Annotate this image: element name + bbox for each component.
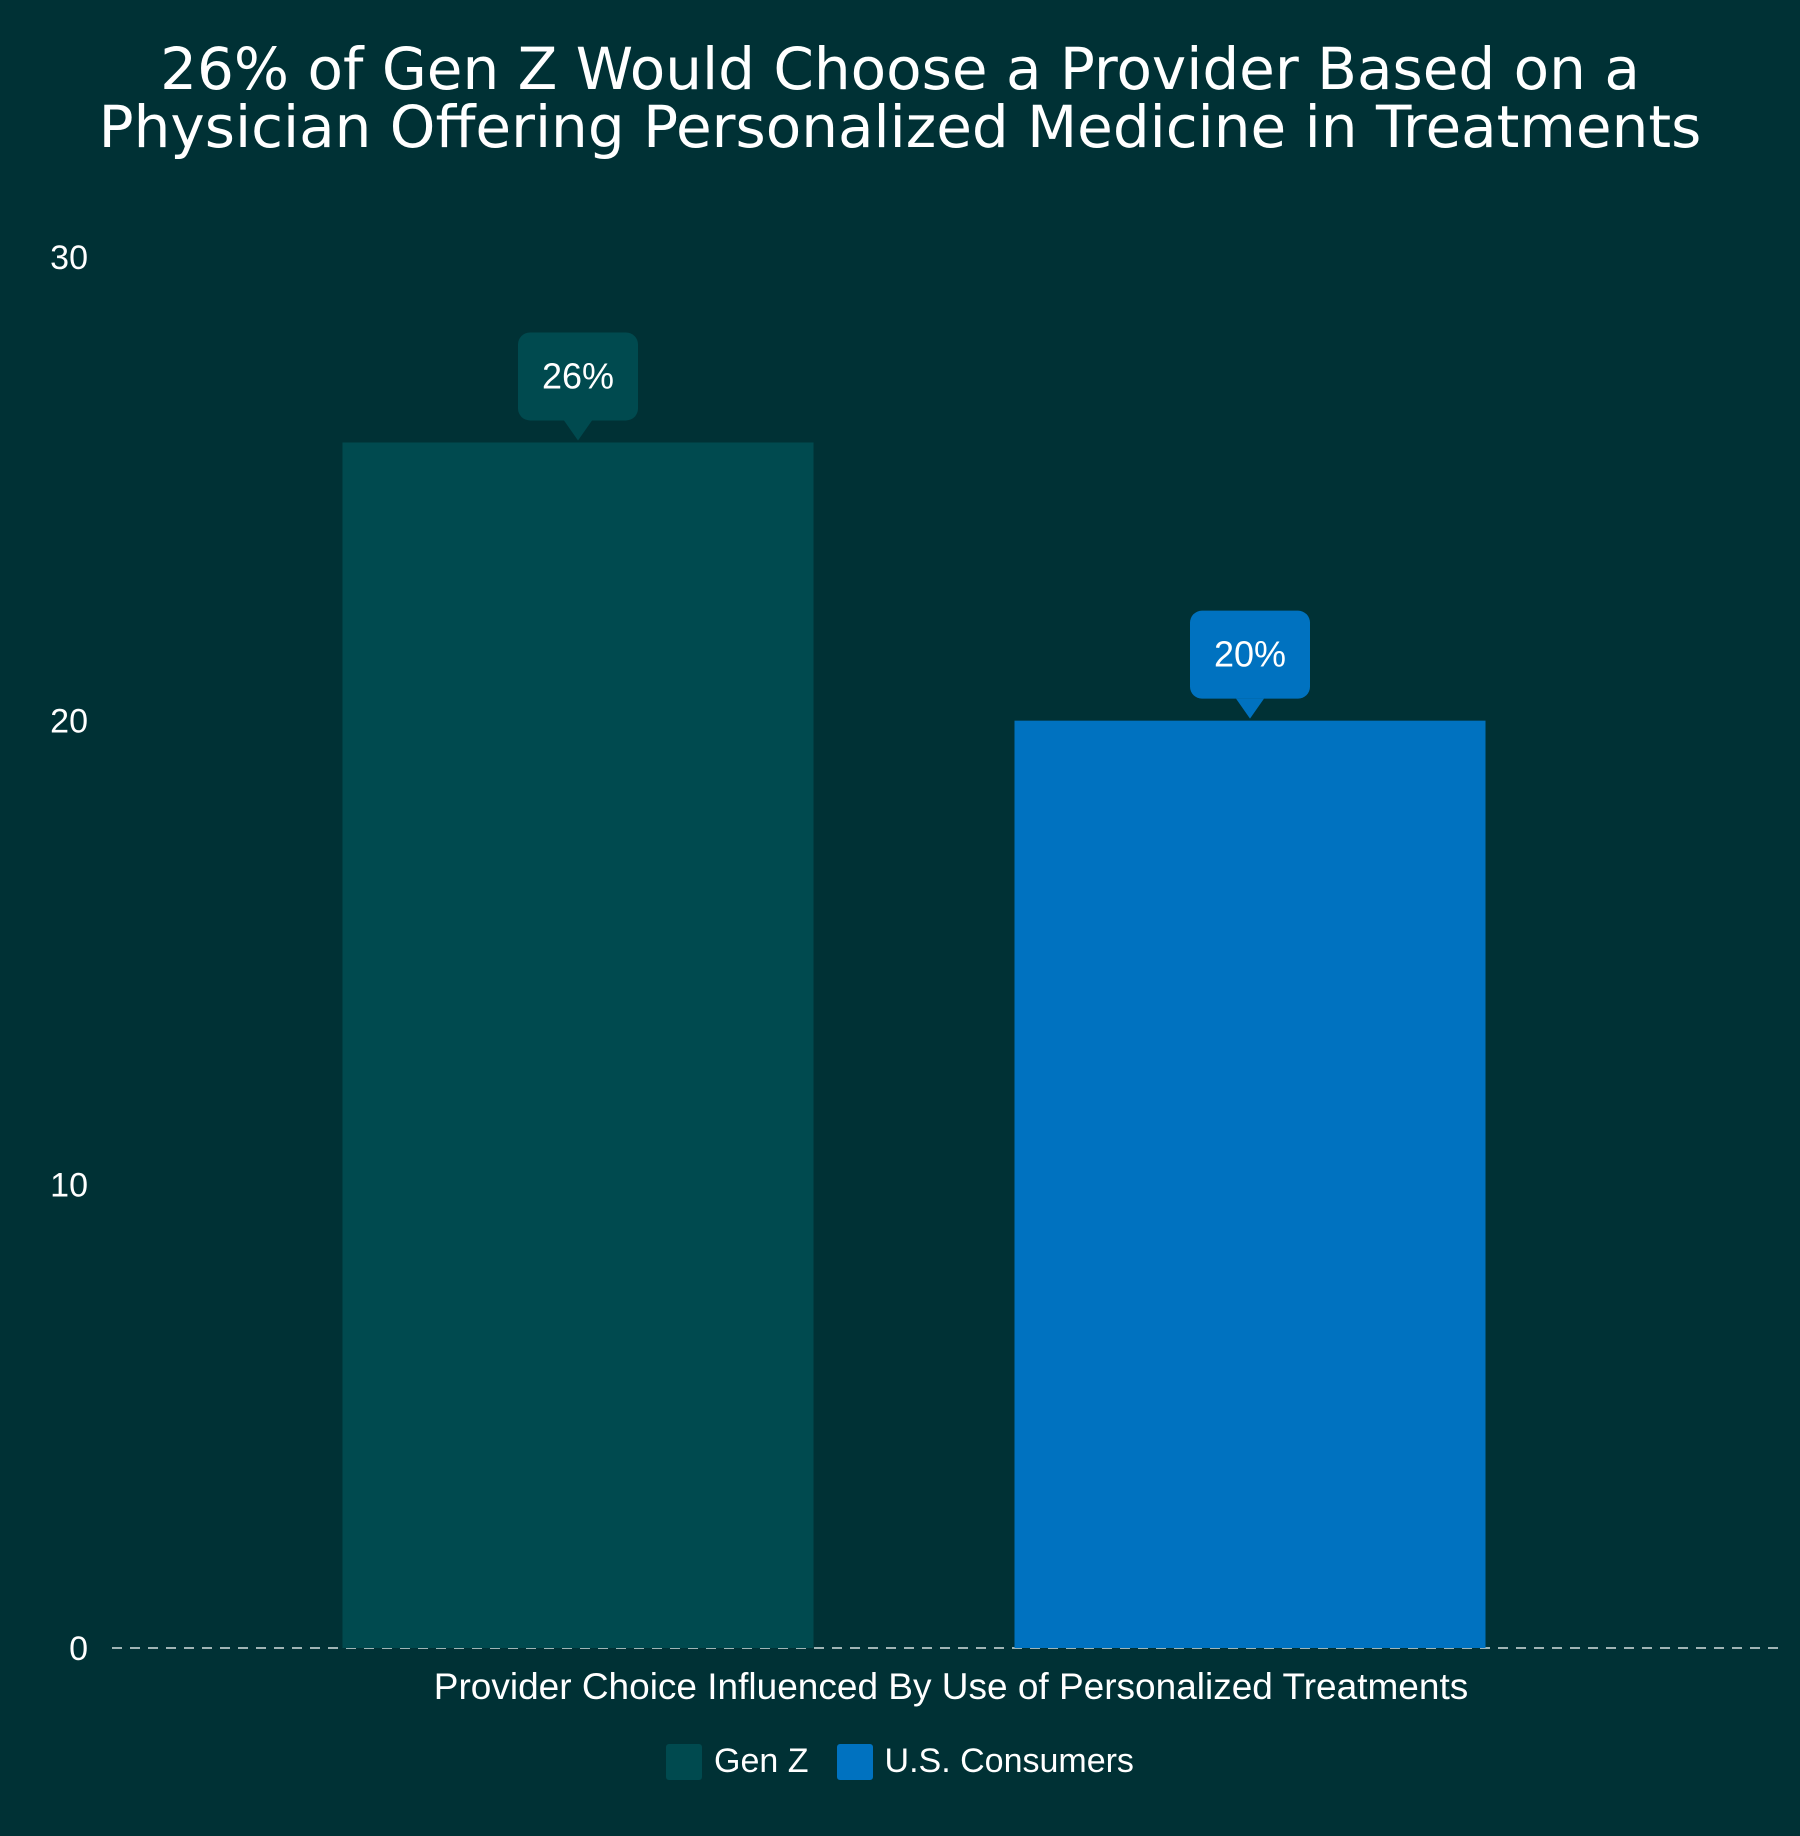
data-label-callout [1190, 610, 1310, 699]
chart-legend: Gen Z U.S. Consumers [0, 1742, 1800, 1781]
y-tick-label: 10 [50, 1166, 88, 1204]
bar-u-s-consumers[interactable] [1014, 720, 1486, 1648]
legend-item-gen-z[interactable]: Gen Z [666, 1742, 809, 1781]
x-category-label: Provider Choice Influenced By Use of Per… [434, 1666, 1468, 1707]
data-labels-group: 26% 20% [518, 332, 1310, 719]
legend-swatch-us-consumers [836, 1743, 873, 1780]
chart-title-line-2: Physician Offering Personalized Medicine… [98, 93, 1702, 161]
chart-title: 26% of Gen Z Would Choose a Provider Bas… [0, 40, 1800, 156]
y-tick-label: 0 [69, 1630, 88, 1668]
legend-label-us-consumers: U.S. Consumers [884, 1742, 1134, 1780]
data-label-pointer [1236, 698, 1264, 719]
data-label: 20% [1214, 634, 1286, 675]
data-label-callout [518, 332, 638, 421]
data-label-pointer [564, 420, 592, 441]
legend-label-gen-z: Gen Z [714, 1742, 809, 1780]
chart-title-line-1: 26% of Gen Z Would Choose a Provider Bas… [160, 35, 1640, 103]
y-axis: 0 10 20 30 [50, 239, 88, 1668]
bars-group [342, 442, 1486, 1648]
bar-gen-z[interactable] [342, 442, 814, 1648]
y-tick-label: 20 [50, 703, 88, 741]
y-tick-label: 30 [50, 239, 88, 277]
data-label: 26% [542, 355, 614, 396]
legend-swatch-gen-z [666, 1743, 703, 1780]
legend-item-us-consumers[interactable]: U.S. Consumers [836, 1742, 1134, 1781]
